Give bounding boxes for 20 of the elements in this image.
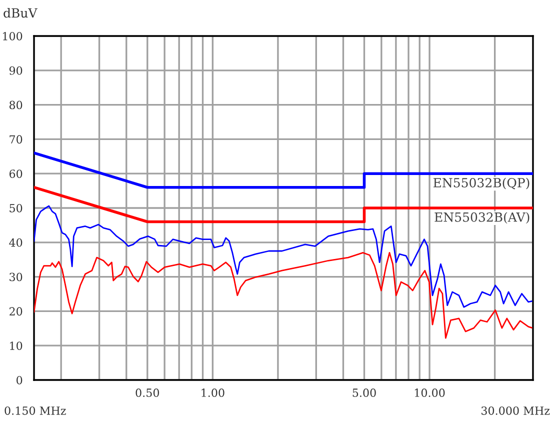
y-tick-label: 30 bbox=[10, 272, 22, 282]
x-tick-label: 10.00 bbox=[414, 388, 445, 397]
y-tick-label: 20 bbox=[10, 307, 22, 316]
series-label: EN55032B(AV) bbox=[434, 212, 530, 224]
x-tick-label: 5.00 bbox=[352, 388, 376, 397]
y-tick-label: 80 bbox=[9, 100, 22, 110]
y-tick-label: 40 bbox=[9, 238, 22, 247]
y-tick-label: 70 bbox=[10, 135, 22, 144]
y-tick-label: 60 bbox=[9, 170, 22, 178]
y-tick-label: 10 bbox=[10, 342, 22, 350]
text: 30.000 MHz bbox=[482, 406, 550, 415]
y-axis-title: dBuV bbox=[4, 8, 38, 18]
y-tick-label: 50 bbox=[10, 204, 22, 212]
y-tick-label: 100 bbox=[3, 32, 22, 40]
y-tick-label: 0 bbox=[16, 376, 22, 384]
y-tick-label: 90 bbox=[9, 66, 22, 75]
text: 0.150 MHz bbox=[4, 406, 66, 415]
x-tick-label: 0.50 bbox=[136, 388, 160, 397]
x-tick-label: 1.00 bbox=[202, 388, 224, 397]
series-label: EN55032B(QP) bbox=[433, 178, 530, 190]
